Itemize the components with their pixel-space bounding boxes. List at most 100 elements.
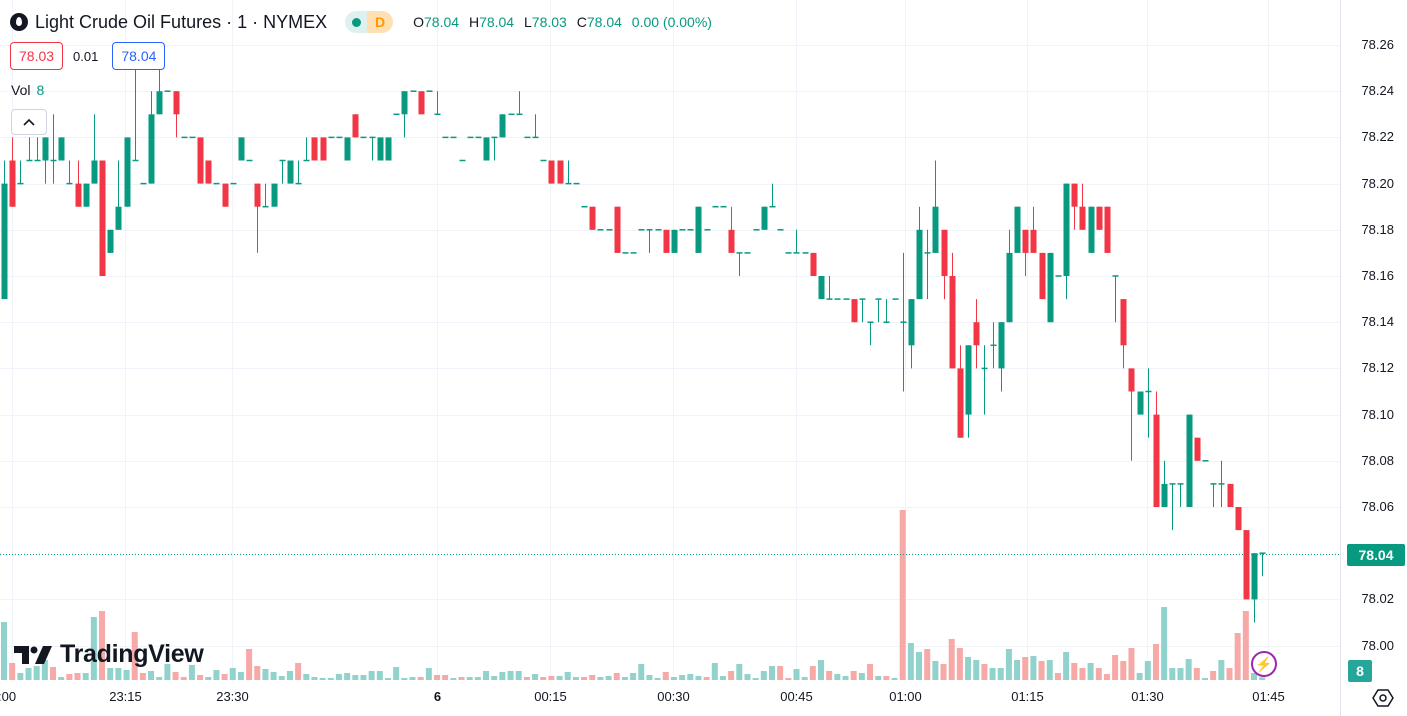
volume-bar [695, 676, 702, 680]
volume-bar [1030, 656, 1037, 680]
candle [459, 159, 466, 162]
candle [58, 137, 65, 161]
volume-bar [1046, 660, 1053, 680]
volume-bar [768, 666, 775, 680]
settings-icon[interactable] [1372, 688, 1394, 708]
candle [418, 91, 425, 115]
candle-body [540, 159, 547, 162]
sell-price-button[interactable]: 78.03 [10, 42, 64, 70]
time-tick-label: 01:45 [1252, 689, 1285, 704]
time-tick-label: 00:45 [780, 689, 813, 704]
candle [246, 159, 253, 162]
candle-body [1128, 368, 1135, 392]
volume-bar [425, 668, 432, 680]
delayed-data-badge: D [367, 11, 394, 33]
candle [1194, 437, 1201, 461]
candle-body [777, 229, 784, 231]
candle [132, 68, 139, 162]
volume-bar [50, 667, 57, 680]
candle [369, 136, 376, 161]
volume-bar [540, 677, 547, 680]
volume-bar [1022, 657, 1029, 680]
candle [867, 321, 874, 346]
candle-body [124, 137, 131, 207]
candle [311, 137, 318, 161]
candle-body [401, 91, 408, 115]
open-value: 78.04 [424, 14, 460, 30]
volume-bar [744, 674, 751, 680]
volume-bar [670, 677, 677, 680]
candle [573, 182, 580, 185]
candle-body [557, 160, 564, 184]
volume-bar [973, 660, 980, 680]
volume-bar [1095, 668, 1102, 680]
volume-bar [589, 675, 596, 680]
candle-body [565, 182, 572, 185]
candle [148, 91, 155, 184]
volume-bar [785, 678, 792, 680]
candle-body [1235, 507, 1242, 531]
volume-bar [311, 677, 318, 680]
candle-body [1039, 252, 1046, 300]
volume-bar [33, 666, 40, 680]
candle-body [344, 137, 351, 161]
volume-bar [393, 667, 400, 680]
candle-body [42, 137, 49, 161]
volume-bar [58, 677, 65, 680]
candle [581, 205, 588, 208]
candle [1218, 460, 1225, 507]
ohlc-values: O78.04 H78.04 L78.03 C78.04 0.00 (0.00%) [413, 14, 718, 30]
candle-body [303, 159, 310, 162]
candle-body [728, 229, 735, 253]
buy-price-button[interactable]: 78.04 [112, 42, 166, 70]
volume-bar [335, 674, 342, 680]
candle [499, 114, 506, 138]
volume-bar [295, 663, 302, 680]
candle [115, 160, 122, 230]
candle [1047, 252, 1054, 323]
candle-body [965, 345, 972, 415]
market-status-badge[interactable]: D [345, 11, 394, 33]
candle [1030, 206, 1037, 253]
candle-body [990, 344, 997, 347]
price-tick-label: 78.18 [1361, 221, 1394, 237]
change-value: 0.00 (0.00%) [631, 14, 712, 30]
volume-bar [711, 663, 718, 680]
volume-bar [646, 675, 653, 680]
candle [965, 345, 972, 438]
collapse-legend-button[interactable] [11, 109, 47, 135]
candle [589, 206, 596, 230]
symbol-title[interactable]: Light Crude Oil Futures · 1 · NYMEX [35, 11, 328, 32]
volume-bar [123, 670, 130, 680]
volume-bar [254, 666, 261, 680]
candle [271, 183, 278, 207]
candle-body [875, 298, 882, 300]
volume-bar [752, 678, 759, 680]
candle [410, 90, 417, 92]
time-tick-label: 01:00 [889, 689, 922, 704]
volume-bar [409, 677, 416, 680]
candle-body [279, 159, 286, 162]
volume-legend[interactable]: Vol 8 [11, 82, 44, 98]
candle [1063, 183, 1070, 300]
volume-bar [1185, 659, 1192, 680]
candle [900, 252, 907, 392]
candle-body [132, 159, 139, 162]
volume-bar [434, 675, 441, 680]
price-tick-label: 78.02 [1361, 590, 1394, 606]
tradingview-logo[interactable]: TradingView [14, 640, 204, 669]
lightning-icon[interactable]: ⚡ [1251, 651, 1277, 677]
volume-bar [319, 678, 326, 680]
candles [1, 68, 1266, 623]
volume-bar [1210, 671, 1217, 680]
volume-bar [630, 673, 637, 680]
candle-body [1079, 206, 1086, 230]
candle-body [818, 276, 825, 300]
candle-body [83, 183, 90, 207]
candle-body [589, 206, 596, 230]
price-tick-label: 78.06 [1361, 498, 1394, 514]
time-tick-label: 6 [433, 689, 442, 704]
candle [875, 298, 882, 323]
grid-lines [0, 0, 1340, 682]
